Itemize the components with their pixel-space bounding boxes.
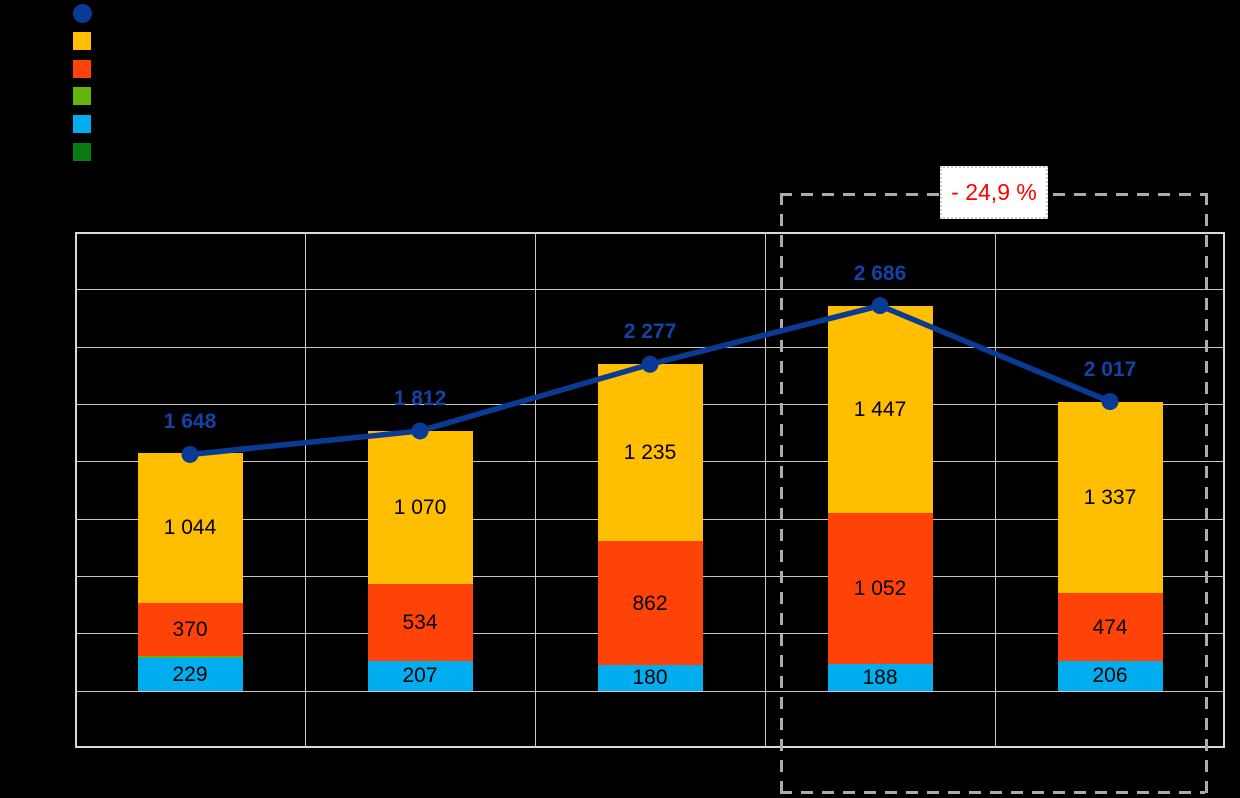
bar-segment-cyan: 180	[597, 664, 703, 691]
legend-marker-green-series	[73, 87, 91, 106]
line-marker	[181, 445, 199, 463]
bar-segment-value: 474	[1092, 615, 1128, 639]
plot-area	[75, 232, 1225, 748]
legend-marker-cyan-series	[73, 115, 91, 134]
highlight-region-edge	[1205, 193, 1208, 794]
line-marker	[1101, 393, 1119, 411]
bar-segment-orange: 1 052	[827, 512, 933, 664]
bar-segment-yellow: 1 044	[137, 453, 243, 603]
annotation-label: - 24,9 %	[951, 179, 1037, 205]
line-marker	[641, 355, 659, 373]
bar-segment-value: 534	[402, 611, 438, 635]
bar-segment-cyan: 188	[827, 663, 933, 691]
total-value-label: 2 277	[623, 320, 677, 344]
bar-segment-value: 180	[632, 666, 668, 690]
bar-segment-value: 1 337	[1083, 485, 1137, 509]
highlight-region-edge	[780, 193, 783, 791]
bar-segment-cyan: 229	[137, 657, 243, 691]
highlight-region-edge	[780, 791, 1205, 794]
gridline-vertical	[995, 232, 996, 748]
gridline-vertical	[765, 232, 766, 748]
total-value-label: 2 017	[1083, 357, 1137, 381]
gridline-horizontal	[75, 346, 1225, 348]
bar-segment-cyan: 206	[1057, 661, 1163, 691]
bar-segment-cyan: 207	[367, 660, 473, 691]
bar-segment-yellow: 1 337	[1057, 401, 1163, 594]
bar-segment-yellow: 1 070	[367, 431, 473, 585]
bar-segment-orange: 862	[597, 541, 703, 665]
gridline-vertical	[535, 232, 536, 748]
bar-segment-value: 207	[402, 664, 438, 688]
annotation-label-box: - 24,9 %	[940, 166, 1048, 219]
line-marker	[411, 422, 429, 440]
total-value-label: 1 812	[393, 386, 447, 410]
bar-segment-orange: 534	[367, 584, 473, 661]
bar-segment-value: 188	[862, 665, 898, 689]
bar-segment-value: 862	[632, 591, 668, 615]
bar-segment-orange: 370	[137, 602, 243, 656]
bar-segment-yellow: 1 447	[827, 305, 933, 513]
bar-segment-value: 1 447	[853, 397, 907, 421]
bar-segment-value: 1 070	[393, 496, 447, 520]
total-value-label: 2 686	[853, 261, 907, 285]
bar-segment-value: 1 044	[163, 516, 217, 540]
bar-segment-value: 206	[1092, 664, 1128, 688]
bar-segment-value: 370	[172, 617, 208, 641]
total-value-label: 1 648	[163, 410, 217, 434]
bar-segment-value: 1 052	[853, 576, 907, 600]
bar-segment-green	[137, 655, 243, 658]
line-marker	[871, 297, 889, 315]
legend-marker-orange-series	[73, 59, 91, 78]
gridline-horizontal	[75, 289, 1225, 291]
bar-segment-yellow: 1 235	[597, 364, 703, 542]
legend-marker-yellow-series	[73, 31, 91, 50]
bar-segment-value: 229	[172, 662, 208, 686]
bar-segment-value: 1 235	[623, 441, 677, 465]
bar-segment-orange: 474	[1057, 593, 1163, 662]
gridline-vertical	[305, 232, 306, 748]
gridline-horizontal	[75, 690, 1225, 692]
legend-marker-total-line	[73, 4, 92, 23]
legend-marker-dark-green-series	[73, 143, 91, 161]
